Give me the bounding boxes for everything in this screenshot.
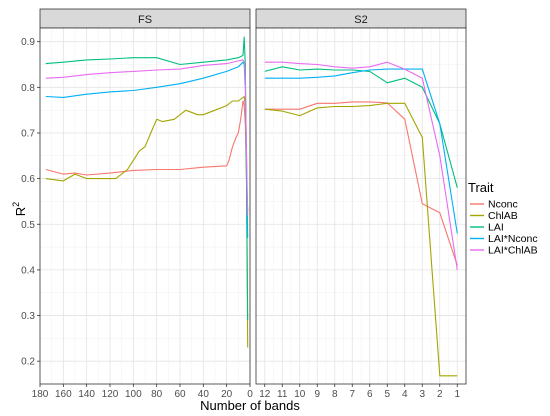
- y-tick-label: 0.7: [21, 128, 35, 139]
- series-line-lai: [45, 36, 249, 321]
- x-tick-label: 6: [367, 389, 373, 400]
- x-tick-label: 180: [32, 389, 49, 400]
- x-tick-label: 9: [314, 389, 320, 400]
- x-tick-label: 80: [151, 389, 163, 400]
- legend-entry-lai-x-nconc: LAI*Nconc: [470, 233, 538, 245]
- y-axis-label-superscript: 2: [11, 202, 21, 207]
- legend-title: Trait: [468, 180, 494, 195]
- x-tick-label: 12: [259, 389, 271, 400]
- series-line-lai-x-chlab: [45, 59, 249, 216]
- x-tick-label: 40: [198, 389, 210, 400]
- legend-label: LAI*Nconc: [488, 233, 538, 245]
- y-axis-label: R2: [11, 202, 28, 216]
- series-line-nconc: [264, 101, 458, 266]
- x-tick-label: 2: [437, 389, 443, 400]
- legend-entry-nconc: Nconc: [470, 199, 518, 211]
- x-tick-label: 100: [125, 389, 142, 400]
- y-tick-label: 0.6: [21, 174, 35, 185]
- series-lines: [264, 61, 458, 377]
- x-tick-label: 160: [55, 389, 72, 400]
- y-tick-label: 0.5: [21, 220, 35, 231]
- x-tick-label: 4: [402, 389, 408, 400]
- legend-entry-chlab: ChlAB: [470, 210, 518, 222]
- panel-fs: FS 180 160 140 120 100 80 60 40 20 0 0.2 0.3 0.4 0.5 0.…: [21, 8, 253, 400]
- y-axis-label-main: R: [13, 207, 28, 216]
- y-tick-label: 0.2: [21, 357, 35, 368]
- panel-border: [255, 27, 467, 385]
- y-tick-label: 0.8: [21, 83, 35, 94]
- panel-strip-label: FS: [138, 14, 152, 26]
- series-lines: [45, 36, 249, 348]
- x-tick-label: 10: [294, 389, 306, 400]
- legend-label: ChlAB: [488, 210, 518, 222]
- series-line-chlab: [264, 102, 458, 377]
- series-line-nconc: [45, 100, 249, 211]
- legend-label: Nconc: [488, 199, 518, 211]
- y-tick-label: 0.9: [21, 37, 35, 48]
- legend-entry-lai-x-chlab: LAI*ChlAB: [470, 245, 538, 257]
- x-tick-label: 1: [454, 389, 460, 400]
- x-tick-label: 20: [221, 389, 233, 400]
- x-tick-label: 120: [102, 389, 119, 400]
- series-line-lai-x-chlab: [264, 61, 458, 270]
- y-tick-label: 0.3: [21, 311, 35, 322]
- chart-panels: FS 180 160 140 120 100 80 60 40 20 0 0.2 0.3 0.4 0.5 0.…: [21, 8, 467, 400]
- legend-entry-lai: LAI: [470, 222, 504, 234]
- series-line-lai-x-nconc: [264, 68, 458, 234]
- x-tick-label: 140: [78, 389, 95, 400]
- x-axis-label: Number of bands: [200, 398, 300, 413]
- panel-strip-label: S2: [354, 14, 367, 26]
- panel-border: [39, 27, 251, 385]
- y-tick-label: 0.4: [21, 265, 35, 276]
- x-tick-label: 7: [349, 389, 355, 400]
- legend-label: LAI: [488, 222, 504, 234]
- x-tick-label: 60: [174, 389, 186, 400]
- x-tick-label: 3: [419, 389, 425, 400]
- x-tick-label: 0: [247, 389, 253, 400]
- x-tick-label: 11: [277, 389, 288, 400]
- series-line-chlab: [45, 95, 249, 348]
- svg-text:R2: R2: [11, 202, 28, 216]
- legend-label: LAI*ChlAB: [488, 245, 538, 257]
- x-tick-label: 5: [384, 389, 390, 400]
- x-tick-label: 8: [332, 389, 338, 400]
